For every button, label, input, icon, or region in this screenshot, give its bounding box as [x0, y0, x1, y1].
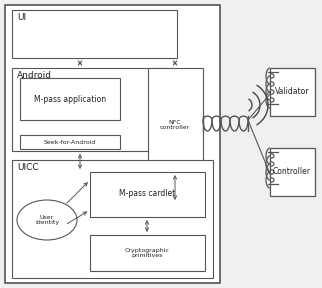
Bar — [270, 68, 315, 116]
Text: Cryptographic
primitives: Cryptographic primitives — [125, 248, 169, 258]
Bar — [90, 235, 205, 271]
Ellipse shape — [17, 200, 77, 240]
Bar — [20, 135, 120, 149]
Text: User
identity: User identity — [35, 215, 59, 226]
Text: UI: UI — [17, 13, 26, 22]
Bar — [270, 148, 315, 196]
Bar — [148, 68, 203, 203]
Text: Android: Android — [17, 71, 52, 80]
Bar — [20, 78, 120, 120]
Bar — [12, 10, 177, 58]
Text: Seek-for-Android: Seek-for-Android — [44, 139, 96, 145]
Bar — [12, 160, 213, 278]
Text: Controller: Controller — [273, 168, 311, 177]
Bar — [12, 68, 177, 151]
Bar — [5, 5, 220, 283]
Text: UICC: UICC — [17, 163, 39, 172]
Text: M-pass cardlet: M-pass cardlet — [119, 190, 175, 198]
Bar — [90, 172, 205, 217]
Text: NFC
controller: NFC controller — [160, 120, 190, 130]
Text: M-pass application: M-pass application — [34, 94, 106, 103]
Text: Validator: Validator — [275, 88, 309, 96]
